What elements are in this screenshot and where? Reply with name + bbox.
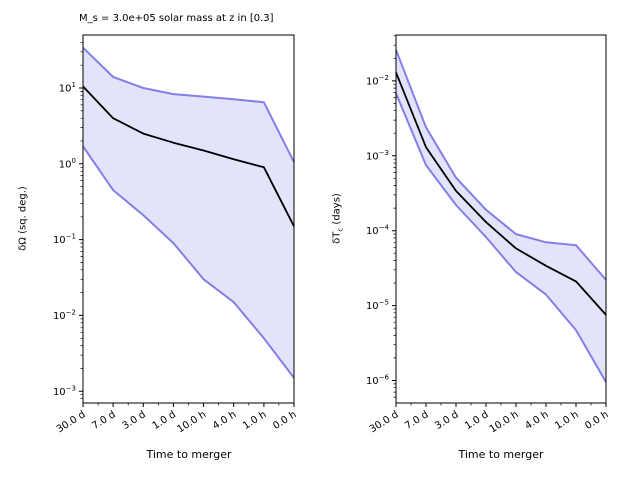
x-tick-label: 7.0 d (403, 409, 430, 432)
plot-frame (395, 34, 607, 404)
major-ticks (79, 87, 295, 407)
y-tick-label: 10−2 (366, 74, 389, 88)
right-y-axis-label: δTc (days) (332, 139, 345, 299)
right-x-axis-label: Time to merger (458, 448, 544, 461)
median-line (82, 85, 295, 227)
y-tick-label: 10−6 (366, 374, 390, 388)
upper-bound-line (395, 49, 607, 281)
x-tick-label: 1.0 d (463, 409, 490, 432)
median-line (395, 72, 607, 316)
right-y-axis-label-rest: (days) (331, 193, 343, 228)
left-y-axis-label-main: δΩ (17, 237, 29, 251)
y-tick-label: 10−3 (366, 149, 389, 163)
minor-ticks (393, 35, 592, 406)
x-tick-label: 10.0 h (488, 409, 521, 435)
y-tick-label: 10−4 (366, 224, 390, 238)
left-y-axis-label: δΩ (sq. deg.) (18, 139, 31, 299)
major-ticks (392, 80, 607, 407)
lower-bound-line (395, 93, 607, 383)
x-tick-label: 0.0 h (583, 409, 610, 432)
upper-bound-line (82, 46, 295, 163)
uncertainty-band (396, 49, 606, 383)
x-tick-label: 4.0 h (523, 409, 550, 432)
left-subplot-title: M_s = 3.0e+05 solar mass at z in [0.3] (79, 13, 274, 24)
lower-bound-line (82, 145, 295, 379)
x-tick-label: 30.0 d (368, 409, 401, 435)
left-y-axis-label-rest: (sq. deg.) (17, 186, 29, 238)
right-y-axis-label-sub: c (336, 227, 345, 232)
x-tick-label: 1.0 h (553, 409, 580, 432)
right-y-axis-label-main: δT (331, 231, 343, 244)
minor-ticks (80, 41, 280, 406)
left-x-axis-label: Time to merger (146, 448, 232, 461)
y-tick-label: 10−5 (366, 299, 389, 313)
x-tick-label: 3.0 d (433, 409, 460, 432)
